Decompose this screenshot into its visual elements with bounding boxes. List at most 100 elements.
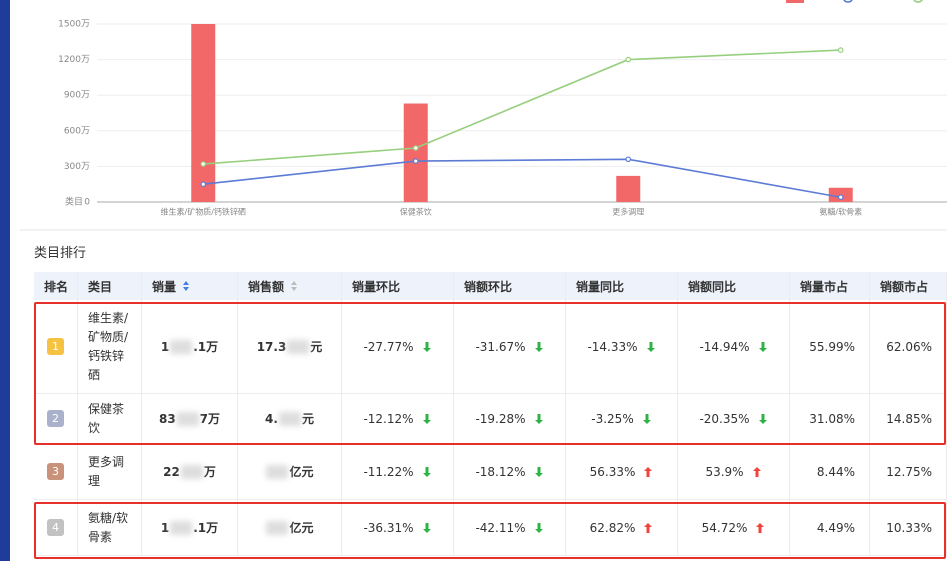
axis-label: 类目 — [65, 196, 83, 208]
table-cell: 氨糖/软骨素 — [78, 500, 142, 556]
table-cell: 17.3 元 — [238, 300, 342, 394]
y-tick-label: 1500万 — [58, 20, 90, 30]
header-text: 排名 — [44, 279, 69, 294]
trend-arrow — [534, 466, 543, 477]
table-cell: 3 — [34, 444, 78, 500]
rank-badge: 2 — [47, 410, 64, 427]
trend-arrow — [758, 341, 767, 352]
header-text: 类目 — [88, 279, 113, 294]
cell-text: 7万 — [199, 412, 221, 426]
cell-text: -27.77% — [363, 339, 414, 354]
table-cell: 54.72% — [678, 500, 790, 556]
table-cell: 更多调理 — [78, 444, 142, 500]
header-text: 销额同比 — [688, 279, 737, 294]
header-text: 销量同比 — [576, 279, 625, 294]
sort-icon[interactable] — [181, 280, 191, 292]
table-cell: -18.12% — [454, 444, 566, 500]
cell-text: 22 — [163, 464, 180, 479]
blur-mask — [278, 411, 301, 426]
cell-text: 1 — [160, 339, 170, 354]
header-cell: 销额同比 — [678, 272, 790, 300]
header-text: 销额市占 — [880, 279, 929, 294]
cell-text: 1 — [160, 520, 170, 535]
cell-text: 55.99% — [809, 339, 855, 354]
trend-arrow — [534, 522, 543, 533]
header-cell: 销量 — [142, 272, 238, 300]
cell-text: -36.31% — [363, 520, 414, 535]
sort-icon[interactable] — [289, 280, 299, 292]
cell-text: 亿元 — [289, 521, 314, 535]
x-tick-label: 氨糖/软骨素 — [819, 207, 862, 217]
legend-icon — [843, 0, 853, 3]
cell-text: .1万 — [193, 340, 219, 354]
table-cell: 1 — [34, 300, 78, 394]
y-tick-label: 600万 — [64, 126, 90, 136]
trend-arrow — [422, 522, 431, 533]
y-tick-label: 900万 — [64, 91, 90, 101]
cell-text: 62.82% — [589, 520, 636, 535]
blur-mask — [287, 339, 310, 354]
table-cell: 1 .1万 — [142, 300, 238, 394]
highlight-box — [34, 502, 946, 559]
cell-text: 31.08% — [809, 411, 855, 426]
trend-arrow — [756, 522, 765, 533]
line — [203, 49, 841, 165]
point — [625, 156, 632, 163]
blur-mask — [266, 464, 289, 479]
cell-text: 4. — [265, 411, 278, 426]
cell-text: 62.06% — [886, 339, 932, 354]
blur-mask — [180, 464, 203, 479]
header-text: 销量市占 — [800, 279, 849, 294]
table-cell: -27.77% — [342, 300, 454, 394]
cell-text: 53.9% — [705, 464, 744, 479]
header-text: 销额环比 — [464, 279, 513, 294]
table-cell: 4.49% — [790, 500, 870, 556]
cell-text: 14.85% — [886, 411, 932, 426]
y-tick-label: 0 — [84, 198, 90, 208]
cell-text: -11.22% — [363, 464, 414, 479]
trend-arrow — [752, 466, 761, 477]
cell-text: 17.3 — [256, 339, 287, 354]
header-cell: 销额市占 — [870, 272, 947, 300]
table-cell: 维生素/矿物质/钙铁锌硒 — [78, 300, 142, 394]
cell-text: 万 — [203, 465, 216, 479]
table-cell: -42.11% — [454, 500, 566, 556]
blur-mask — [266, 520, 289, 535]
table-cell: 12.75% — [870, 444, 947, 500]
header-cell: 排名 — [34, 272, 78, 300]
table-cell: 22 万 — [142, 444, 238, 500]
category-name: 维生素/矿物质/钙铁锌硒 — [88, 310, 129, 382]
cell-text: -14.94% — [699, 339, 750, 354]
cell-text: -14.33% — [587, 339, 638, 354]
header-text: 销量 — [152, 279, 177, 294]
cell-text: 4.49% — [816, 520, 855, 535]
side-bar — [0, 0, 10, 561]
cell-text: -18.12% — [475, 464, 526, 479]
header-cell: 销量环比 — [342, 272, 454, 300]
table-cell: 8.44% — [790, 444, 870, 500]
blur-mask — [176, 411, 199, 426]
header-cell: 销额环比 — [454, 272, 566, 300]
cell-text: -3.25% — [591, 411, 634, 426]
table-cell: -14.33% — [566, 300, 678, 394]
cell-text: -31.67% — [475, 339, 526, 354]
trend-arrow — [422, 466, 431, 477]
point — [412, 158, 419, 164]
table-cell: 亿元 — [238, 500, 342, 556]
category-name: 氨糖/软骨素 — [88, 510, 129, 544]
cell-text: 10.33% — [886, 520, 932, 535]
cell-text: 元 — [301, 412, 314, 426]
trend-arrow — [644, 522, 653, 533]
table-cell: -31.67% — [454, 300, 566, 394]
cell-text: -12.12% — [363, 411, 414, 426]
table-cell: 56.33% — [566, 444, 678, 500]
trend-arrow — [646, 341, 655, 352]
header-cell: 销售额 — [238, 272, 342, 300]
trend-arrow — [758, 413, 767, 424]
cell-text: 元 — [310, 340, 323, 354]
bar — [616, 175, 641, 202]
header-cell: 销量同比 — [566, 272, 678, 300]
trend-arrow — [422, 341, 431, 352]
trend-arrow — [642, 413, 651, 424]
